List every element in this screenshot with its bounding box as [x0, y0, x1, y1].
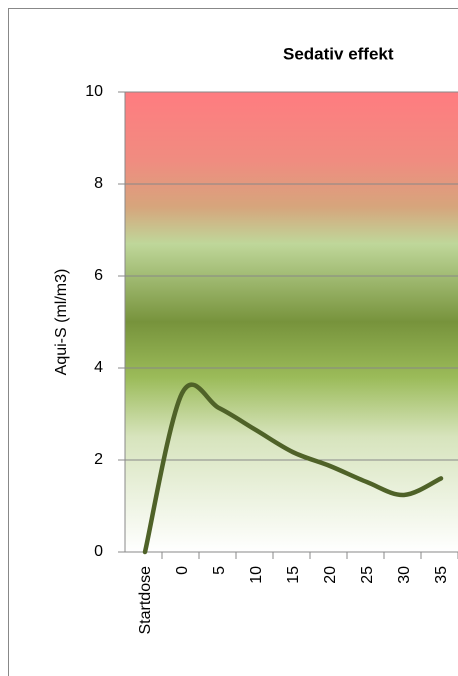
- x-tick-label: 20: [322, 566, 339, 584]
- x-tick-label: Startdose: [137, 566, 154, 635]
- x-tick-label: 5: [211, 566, 228, 575]
- x-tick-label: 25: [359, 566, 376, 584]
- y-tick-label: 10: [85, 83, 103, 100]
- y-tick-label: 0: [94, 543, 103, 560]
- y-axis-label: Aqui-S (ml/m3): [53, 269, 70, 376]
- chart-frame: [8, 8, 458, 676]
- series-line: [142, 382, 444, 555]
- y-tick-label: 4: [94, 359, 103, 376]
- y-tick-label: 8: [94, 175, 103, 192]
- x-tick-label: 35: [433, 566, 450, 584]
- x-tick-label: 30: [396, 566, 413, 584]
- x-tick-label: 15: [285, 566, 302, 584]
- chart-title: Sedativ effekt: [283, 44, 394, 63]
- x-tick-label: 10: [248, 566, 265, 584]
- y-tick-label: 2: [94, 451, 103, 468]
- x-tick-label: 0: [174, 566, 191, 575]
- y-tick-label: 6: [94, 267, 103, 284]
- plot-background: [125, 92, 458, 552]
